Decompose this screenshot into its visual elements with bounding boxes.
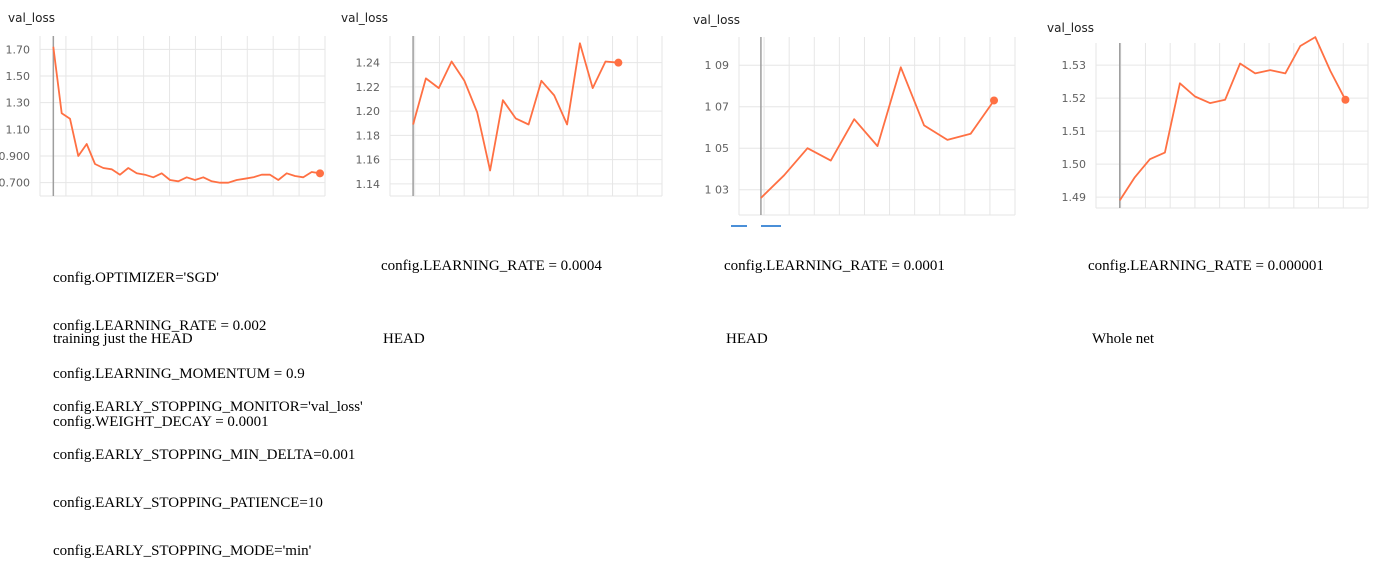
chart-1: 1.70 1.50 1.30 1.10 0.900 0.700 val_loss — [0, 0, 340, 210]
last-point-marker — [614, 59, 622, 67]
y-tick-label: 1.20 — [356, 105, 381, 118]
y-tick-label: 1.18 — [356, 129, 381, 142]
last-point-marker — [316, 169, 324, 177]
col1-scope: training just the HEAD — [53, 331, 193, 347]
series-line — [761, 67, 994, 198]
col2-learning-rate: config.LEARNING_RATE = 0.0004 — [381, 258, 602, 274]
legend-swatch-1 — [731, 225, 747, 227]
series-line — [1120, 37, 1346, 200]
y-tick-label: 1.24 — [356, 57, 381, 70]
config-line: config.EARLY_STOPPING_MODE='min' — [53, 543, 363, 559]
legend-swatch-2 — [761, 225, 781, 227]
chart-2: 1.24 1.22 1.20 1.18 1.16 1.14 val_loss — [332, 0, 672, 210]
y-tick-label: 1 09 — [705, 59, 730, 72]
col4-learning-rate: config.LEARNING_RATE = 0.000001 — [1088, 258, 1324, 274]
chart-1-svg: 1.70 1.50 1.30 1.10 0.900 0.700 val_loss — [0, 0, 340, 210]
y-tick-label: 1.22 — [356, 81, 381, 94]
chart-3: 1 09 1 07 1 05 1 03 val_loss — [685, 0, 1025, 220]
y-tick-label: 1.50 — [1062, 158, 1087, 171]
y-tick-label: 1.70 — [6, 43, 31, 56]
y-tick-label: 1 05 — [705, 142, 730, 155]
last-point-marker — [1341, 96, 1349, 104]
y-tick-label: 1 07 — [705, 101, 730, 114]
chart-title: val_loss — [8, 11, 55, 25]
y-tick-label: 1.30 — [6, 97, 31, 110]
col2-scope: HEAD — [383, 331, 425, 347]
y-tick-label: 1.51 — [1062, 125, 1087, 138]
y-tick-label: 1.16 — [356, 154, 381, 167]
col1-early-stopping-block: config.EARLY_STOPPING_MONITOR='val_loss'… — [53, 367, 363, 575]
chart-3-svg: 1 09 1 07 1 05 1 03 val_loss — [685, 0, 1025, 220]
chart-title: val_loss — [341, 11, 388, 25]
y-tick-label: 1.52 — [1062, 92, 1087, 105]
y-tick-label: 1.53 — [1062, 59, 1087, 72]
col3-learning-rate: config.LEARNING_RATE = 0.0001 — [724, 258, 945, 274]
chart-4: 1.53 1.52 1.51 1.50 1.49 val_loss — [1038, 0, 1376, 215]
config-line: config.OPTIMIZER='SGD' — [53, 270, 305, 286]
config-line: config.EARLY_STOPPING_PATIENCE=10 — [53, 495, 363, 511]
y-tick-label: 1.10 — [6, 123, 31, 136]
last-point-marker — [990, 96, 998, 104]
col3-scope: HEAD — [726, 331, 768, 347]
y-tick-label: 1.49 — [1062, 191, 1087, 204]
y-tick-label: 0.700 — [0, 177, 30, 190]
config-line: config.EARLY_STOPPING_MIN_DELTA=0.001 — [53, 447, 363, 463]
col4-scope: Whole net — [1092, 331, 1154, 347]
chart-title: val_loss — [1047, 21, 1094, 35]
config-line: config.EARLY_STOPPING_MONITOR='val_loss' — [53, 399, 363, 415]
chart-title: val_loss — [693, 13, 740, 27]
y-tick-label: 1.50 — [6, 70, 31, 83]
chart-4-svg: 1.53 1.52 1.51 1.50 1.49 val_loss — [1038, 0, 1376, 215]
y-tick-label: 1.14 — [356, 178, 381, 191]
series-line — [53, 47, 320, 183]
y-tick-label: 0.900 — [0, 150, 30, 163]
y-tick-label: 1 03 — [705, 184, 730, 197]
chart-2-svg: 1.24 1.22 1.20 1.18 1.16 1.14 val_loss — [332, 0, 672, 210]
